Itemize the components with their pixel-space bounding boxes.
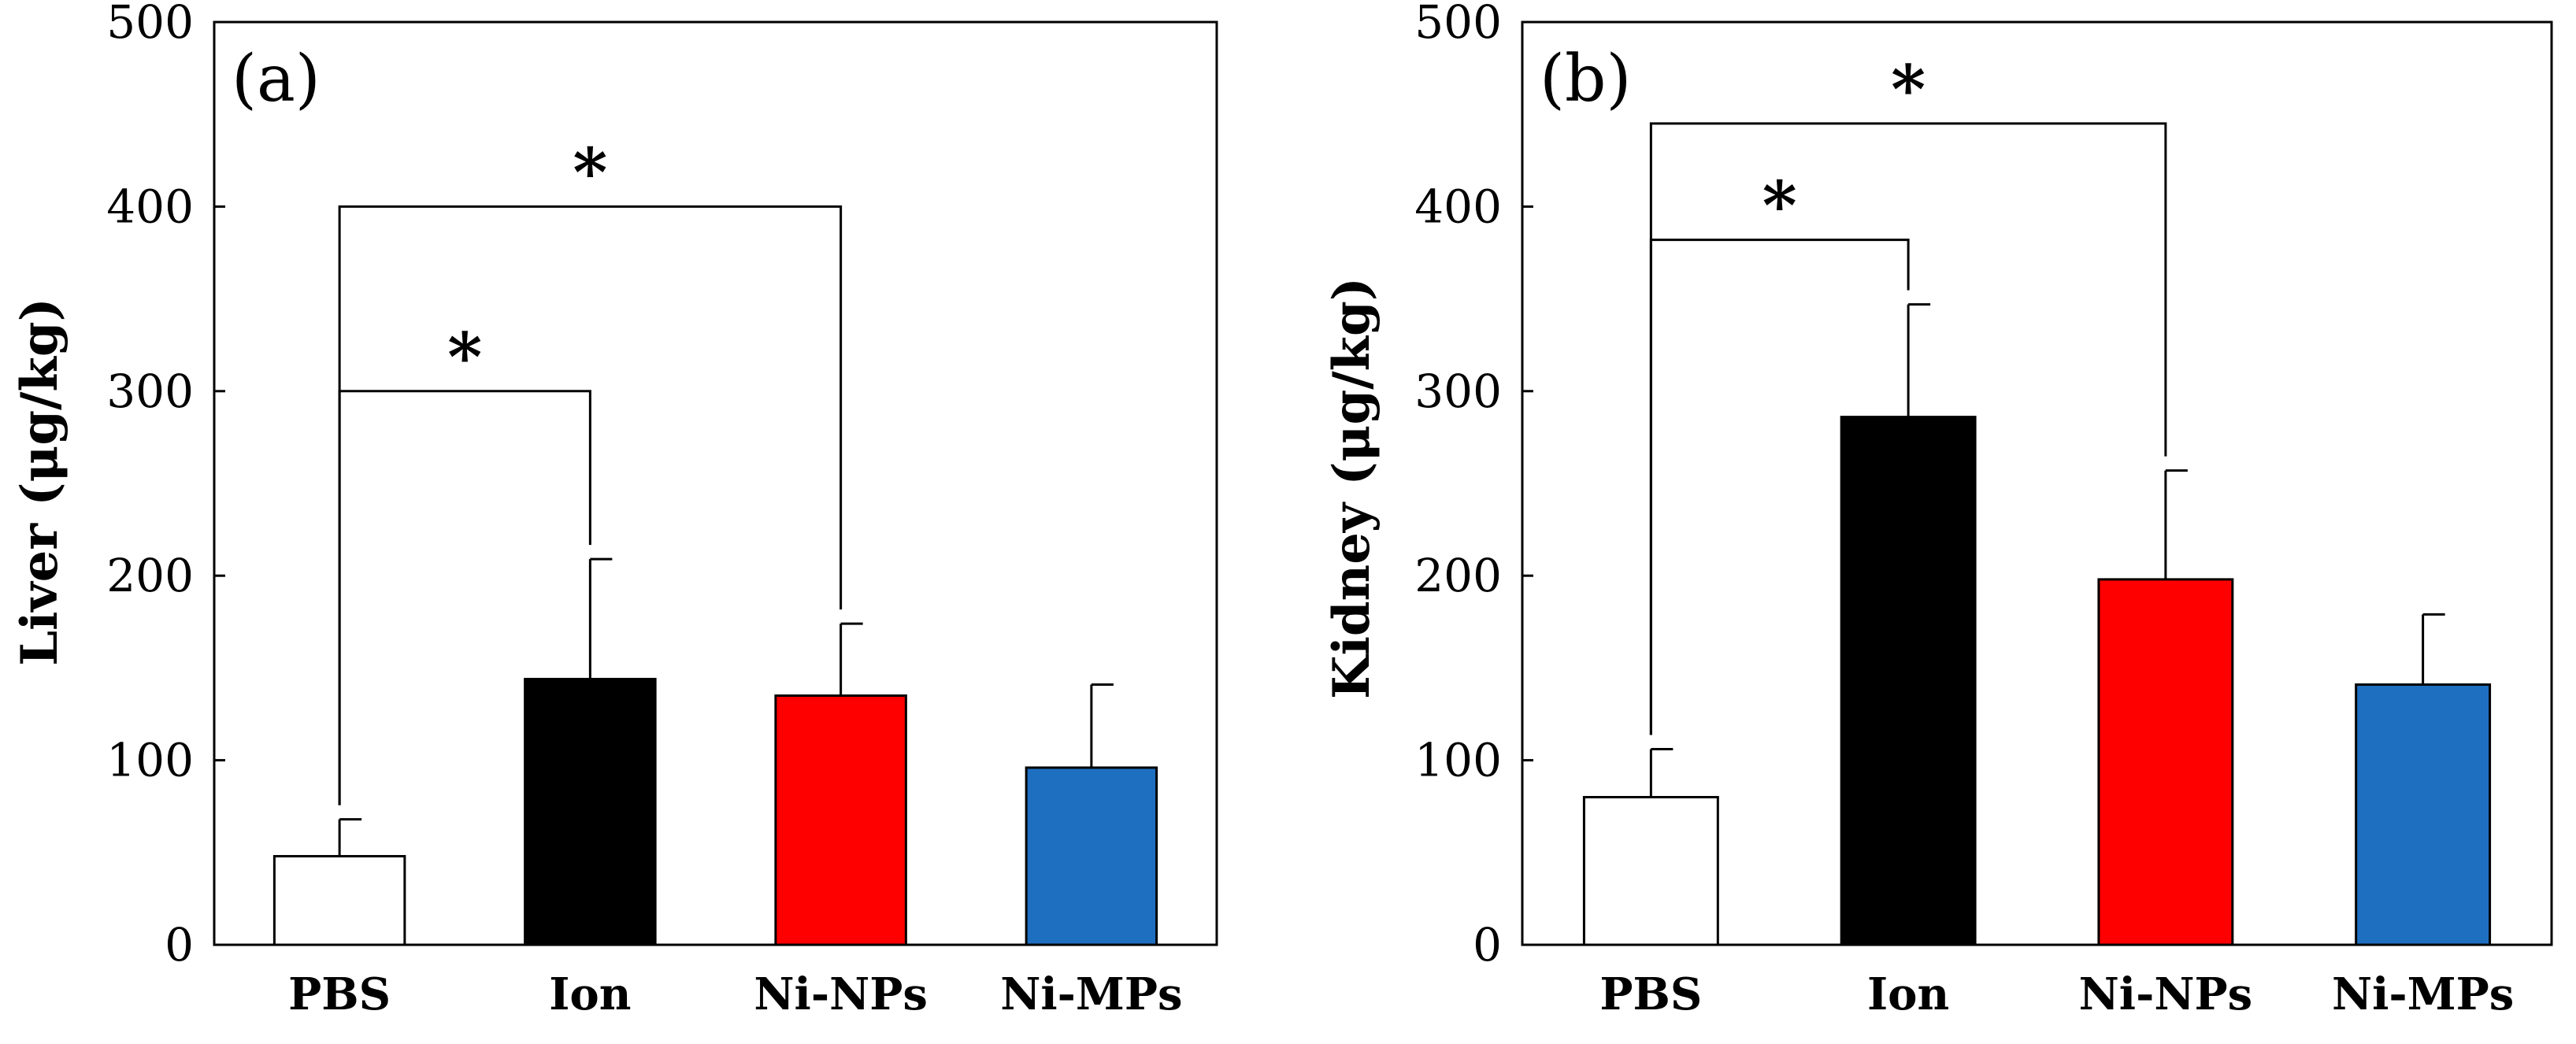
panel-label: (b)	[1540, 42, 1631, 117]
y-tick-label: 100	[106, 734, 194, 787]
category-label: PBS	[288, 968, 391, 1020]
significance-bracket	[338, 205, 843, 805]
y-axis-label: Kidney (μg/kg)	[1322, 277, 1381, 699]
category-label: Ni-MPs	[2332, 968, 2514, 1020]
category-label: Ni-NPs	[2079, 968, 2253, 1020]
panel-a: 0 100 200 300 400 500 Liver (μg/kg) (a) PBS Ion Ni…	[10, 0, 1218, 1020]
significance-bracket	[1649, 122, 2167, 735]
y-tick-label: 300	[106, 365, 194, 418]
significance-marker: *	[573, 133, 607, 211]
panel-label: (a)	[232, 42, 321, 117]
bar-ion	[524, 677, 657, 946]
category-label: Ni-NPs	[754, 968, 928, 1020]
bar-ion	[1840, 416, 1977, 946]
plot-frame	[1521, 20, 2553, 946]
category-label: Ion	[549, 968, 631, 1020]
y-tick-label: 200	[1414, 549, 1502, 602]
plot-frame	[213, 20, 1218, 946]
bar-ni-nps	[774, 694, 907, 946]
y-tick-label: 500	[1414, 0, 1502, 49]
y-tick-label: 0	[165, 918, 194, 972]
y-tick-label: 200	[106, 549, 194, 602]
y-tick-label: 100	[1414, 734, 1502, 787]
category-label: Ion	[1867, 968, 1949, 1020]
significance-marker: *	[447, 318, 482, 396]
panel-b: 0 100 200 300 400 500 Kidney (μg/kg) (b) PBS Ion N…	[1322, 0, 2553, 1020]
y-tick-label: 300	[1414, 365, 1502, 418]
category-label: PBS	[1599, 968, 1702, 1020]
category-label: Ni-MPs	[1000, 968, 1182, 1020]
y-tick-label: 0	[1473, 918, 1502, 972]
bar-ni-nps	[2097, 578, 2234, 946]
bar-pbs	[272, 854, 406, 946]
y-axis-label: Liver (μg/kg)	[10, 298, 69, 666]
y-tick-label: 400	[1414, 180, 1502, 233]
significance-marker: *	[1891, 50, 1926, 128]
bar-ni-mps	[2355, 683, 2492, 946]
bar-ni-mps	[1025, 766, 1158, 946]
bar-pbs	[1582, 795, 1719, 946]
y-tick-label: 400	[106, 180, 194, 233]
significance-marker: *	[1762, 167, 1797, 245]
y-tick-label: 500	[106, 0, 194, 49]
